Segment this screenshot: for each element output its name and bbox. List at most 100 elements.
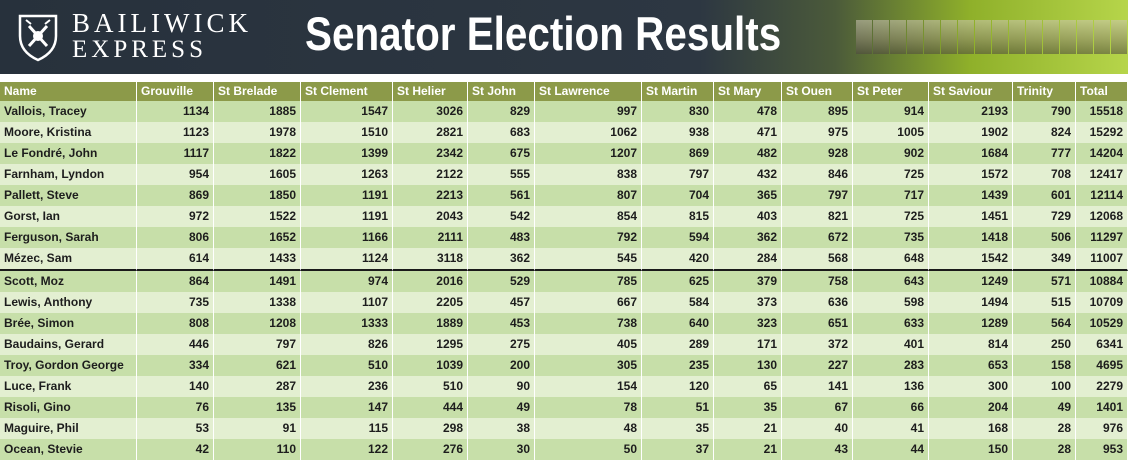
parish-votes-cell: 110 (214, 439, 301, 460)
column-header[interactable]: St Lawrence (535, 82, 642, 101)
parish-votes-cell: 545 (535, 248, 642, 271)
column-header[interactable]: Grouville (137, 82, 214, 101)
parish-votes-cell: 401 (853, 334, 929, 355)
parish-votes-cell: 1249 (929, 271, 1013, 292)
parish-votes-cell: 854 (535, 206, 642, 227)
parish-votes-cell: 2213 (393, 185, 468, 206)
parish-votes-cell: 838 (535, 164, 642, 185)
parish-votes-cell: 446 (137, 334, 214, 355)
total-votes-cell: 11007 (1076, 248, 1128, 271)
total-votes-cell: 2279 (1076, 376, 1128, 397)
column-header[interactable]: St Brelade (214, 82, 301, 101)
parish-votes-cell: 168 (929, 418, 1013, 439)
table-row: Scott, Moz 864 1491 974 2016 529 785 625 379 758 6… (0, 271, 1128, 292)
parish-votes-cell: 276 (393, 439, 468, 460)
parish-votes-cell: 379 (714, 271, 782, 292)
page-title: Senator Election Results (305, 7, 782, 60)
parish-votes-cell: 2111 (393, 227, 468, 248)
parish-votes-cell: 1123 (137, 122, 214, 143)
column-header[interactable]: St Saviour (929, 82, 1013, 101)
total-votes-cell: 1401 (1076, 397, 1128, 418)
parish-votes-cell: 869 (137, 185, 214, 206)
parish-votes-cell: 735 (137, 292, 214, 313)
parish-votes-cell: 289 (642, 334, 714, 355)
total-votes-cell: 14204 (1076, 143, 1128, 164)
parish-votes-cell: 49 (468, 397, 535, 418)
bailiwick-express-logo[interactable]: BAILIWICK EXPRESS (14, 8, 252, 64)
parish-votes-cell: 43 (782, 439, 853, 460)
parish-votes-cell: 28 (1013, 418, 1076, 439)
candidate-name-cell: Baudains, Gerard (0, 334, 137, 355)
parish-votes-cell: 1263 (301, 164, 393, 185)
candidate-photo (958, 20, 974, 54)
column-header[interactable]: St Peter (853, 82, 929, 101)
parish-votes-cell: 227 (782, 355, 853, 376)
total-votes-cell: 12417 (1076, 164, 1128, 185)
column-header[interactable]: St Helier (393, 82, 468, 101)
total-votes-cell: 12068 (1076, 206, 1128, 227)
column-header[interactable]: St Clement (301, 82, 393, 101)
parish-votes-cell: 1191 (301, 206, 393, 227)
column-header[interactable]: Total (1076, 82, 1128, 101)
candidate-photo (1111, 20, 1127, 54)
parish-votes-cell: 65 (714, 376, 782, 397)
column-header[interactable]: St Martin (642, 82, 714, 101)
candidate-photos-strip (856, 20, 1127, 54)
parish-votes-cell: 42 (137, 439, 214, 460)
parish-votes-cell: 372 (782, 334, 853, 355)
table-row: Farnham, Lyndon 954 1605 1263 2122 555 838 797 4… (0, 164, 1128, 185)
parish-votes-cell: 1439 (929, 185, 1013, 206)
parish-votes-cell: 432 (714, 164, 782, 185)
parish-votes-cell: 40 (782, 418, 853, 439)
candidate-name-cell: Brée, Simon (0, 313, 137, 334)
parish-votes-cell: 829 (468, 101, 535, 122)
candidate-name-cell: Risoli, Gino (0, 397, 137, 418)
parish-votes-cell: 420 (642, 248, 714, 271)
parish-votes-cell: 53 (137, 418, 214, 439)
parish-votes-cell: 675 (468, 143, 535, 164)
parish-votes-cell: 725 (853, 164, 929, 185)
parish-votes-cell: 902 (853, 143, 929, 164)
column-header[interactable]: St Mary (714, 82, 782, 101)
total-votes-cell: 6341 (1076, 334, 1128, 355)
candidate-name-cell: Troy, Gordon George (0, 355, 137, 376)
parish-votes-cell: 729 (1013, 206, 1076, 227)
column-header[interactable]: St John (468, 82, 535, 101)
parish-votes-cell: 735 (853, 227, 929, 248)
parish-votes-cell: 51 (642, 397, 714, 418)
candidate-photo (907, 20, 923, 54)
table-row: Baudains, Gerard 446 797 826 1295 275 405 289 17… (0, 334, 1128, 355)
table-row: Moore, Kristina 1123 1978 1510 2821 683 1062 93… (0, 122, 1128, 143)
parish-votes-cell: 1107 (301, 292, 393, 313)
parish-votes-cell: 275 (468, 334, 535, 355)
total-votes-cell: 15292 (1076, 122, 1128, 143)
parish-votes-cell: 672 (782, 227, 853, 248)
column-header[interactable]: Name (0, 82, 137, 101)
crest-icon (18, 14, 58, 62)
column-header[interactable]: St Ouen (782, 82, 853, 101)
parish-votes-cell: 35 (714, 397, 782, 418)
parish-votes-cell: 584 (642, 292, 714, 313)
logo-wordmark-line1: BAILIWICK (72, 8, 252, 38)
parish-votes-cell: 147 (301, 397, 393, 418)
parish-votes-cell: 3026 (393, 101, 468, 122)
parish-votes-cell: 48 (535, 418, 642, 439)
parish-votes-cell: 1207 (535, 143, 642, 164)
table-row: Ocean, Stevie 42 110 122 276 30 50 37 21 43 44 150 2… (0, 439, 1128, 460)
parish-votes-cell: 667 (535, 292, 642, 313)
total-votes-cell: 10709 (1076, 292, 1128, 313)
parish-votes-cell: 895 (782, 101, 853, 122)
parish-votes-cell: 2821 (393, 122, 468, 143)
parish-votes-cell: 510 (393, 376, 468, 397)
candidate-name-cell: Lewis, Anthony (0, 292, 137, 313)
parish-votes-cell: 250 (1013, 334, 1076, 355)
parish-votes-cell: 1062 (535, 122, 642, 143)
column-header[interactable]: Trinity (1013, 82, 1076, 101)
parish-votes-cell: 614 (137, 248, 214, 271)
parish-votes-cell: 1134 (137, 101, 214, 122)
table-row: Le Fondré, John 1117 1822 1399 2342 675 1207 86… (0, 143, 1128, 164)
candidate-name-cell: Vallois, Tracey (0, 101, 137, 122)
parish-votes-cell: 653 (929, 355, 1013, 376)
parish-votes-cell: 158 (1013, 355, 1076, 376)
table-row: Vallois, Tracey 1134 1885 1547 3026 829 997 830… (0, 101, 1128, 122)
